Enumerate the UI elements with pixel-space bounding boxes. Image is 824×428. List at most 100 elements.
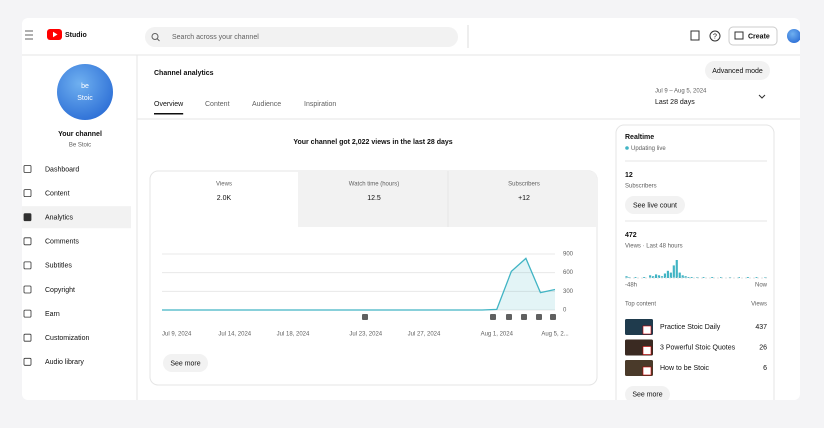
nav-icon[interactable] xyxy=(23,309,32,318)
mini-bar xyxy=(678,272,681,278)
nav-item[interactable]: Earn xyxy=(45,311,60,318)
views-label: Views · Last 48 hours xyxy=(625,244,683,250)
top-content-label: Top content xyxy=(625,302,656,308)
mini-end: Now xyxy=(755,283,768,289)
metric-label[interactable]: Watch time (hours) xyxy=(349,182,399,188)
app-content: Studio Search across your channel ? Crea… xyxy=(22,25,801,403)
mini-bar xyxy=(702,277,705,278)
metric-value[interactable]: +12 xyxy=(518,195,530,202)
x-tick-label: Jul 18, 2024 xyxy=(277,332,310,338)
tab[interactable]: Overview xyxy=(154,101,184,108)
advanced-button[interactable] xyxy=(705,61,770,80)
nav-icon[interactable] xyxy=(23,261,32,270)
mini-bar xyxy=(684,276,687,278)
realtime-see-more[interactable] xyxy=(625,386,670,403)
item-views: 437 xyxy=(755,324,767,331)
metric-label[interactable]: Views xyxy=(216,182,232,188)
nav-icon[interactable] xyxy=(23,213,32,222)
top-content: Practice Stoic Daily 437 3 Powerful Stoic … xyxy=(625,319,767,376)
see-more-label[interactable]: See more xyxy=(170,360,200,367)
line-area xyxy=(162,258,555,310)
headline: Your channel got 2,022 views in the last… xyxy=(293,139,452,146)
nav-item[interactable]: Analytics xyxy=(45,215,74,222)
mini-bar xyxy=(657,275,661,278)
mini-bar xyxy=(643,277,646,278)
top-views-label: Views xyxy=(751,302,767,308)
tab-underline xyxy=(154,113,184,115)
tab[interactable]: Inspiration xyxy=(304,101,336,108)
thumbnail-badge xyxy=(642,366,652,376)
channel-avatar[interactable] xyxy=(57,64,113,120)
tabs: Overview Content Audience Inspiration xyxy=(154,101,336,115)
x-tick-label: Jul 23, 2024 xyxy=(349,332,382,338)
channel-title: Your channel xyxy=(58,131,102,138)
nav-item[interactable]: Dashboard xyxy=(45,166,79,173)
x-tick-label: Aug 1, 2024 xyxy=(481,332,514,338)
nav-item[interactable]: Subtitles xyxy=(45,263,72,270)
tab[interactable]: Content xyxy=(205,101,230,108)
nav-item[interactable]: Customization xyxy=(45,335,89,342)
nav-icon[interactable] xyxy=(23,165,32,173)
item-title[interactable]: Practice Stoic Daily xyxy=(660,324,721,331)
nav-icon[interactable] xyxy=(23,357,32,366)
nav-item[interactable]: Audio library xyxy=(45,359,84,366)
y-tick-label: 600 xyxy=(563,270,574,276)
menu-icon[interactable] xyxy=(25,30,33,40)
nav-item[interactable]: Content xyxy=(45,190,70,197)
nav-icon[interactable] xyxy=(23,285,32,294)
mini-bar xyxy=(634,277,637,278)
create-icon xyxy=(734,31,744,40)
thumbnail-badge xyxy=(642,325,652,335)
metric-value[interactable]: 2.0K xyxy=(217,195,232,202)
advanced-label[interactable]: Advanced mode xyxy=(712,68,763,75)
search-placeholder[interactable]: Search across your channel xyxy=(172,34,259,41)
date-range[interactable]: Jul 9 – Aug 5, 2024 xyxy=(655,89,707,95)
item-title[interactable]: How to be Stoic xyxy=(660,365,710,372)
y-tick-label: 0 xyxy=(563,308,567,314)
mini-bar xyxy=(690,277,693,278)
mini-bar xyxy=(672,265,675,278)
search-box[interactable] xyxy=(145,27,458,47)
x-tick-label: Jul 14, 2024 xyxy=(218,332,251,338)
logo-text[interactable]: Studio xyxy=(65,32,87,39)
nav-icon[interactable] xyxy=(23,333,32,342)
nav-item[interactable]: Copyright xyxy=(45,287,75,294)
realtime-card xyxy=(615,124,775,400)
period[interactable]: Last 28 days xyxy=(655,99,695,106)
see-more-button[interactable] xyxy=(163,354,208,372)
help-icon-glyph: ? xyxy=(713,33,717,40)
subscriber-count: 12 xyxy=(625,172,633,179)
realtime-see-more-label[interactable]: See more xyxy=(632,391,662,398)
mini-start: -48h xyxy=(625,283,637,289)
account-avatar[interactable] xyxy=(787,29,801,43)
mini-bar xyxy=(711,277,714,278)
metrics: Views 2.0K Watch time (hours) 12.5 Subscribe… xyxy=(216,182,540,202)
video-markers xyxy=(362,314,556,320)
tab[interactable]: Audience xyxy=(252,101,281,108)
live-count-button[interactable] xyxy=(625,196,685,214)
mini-bar xyxy=(660,276,664,278)
nav: Dashboard Content Analytics Comments Subtitl… xyxy=(22,165,131,366)
page-title: Channel analytics xyxy=(154,70,214,77)
metric-label[interactable]: Subscribers xyxy=(508,182,540,188)
mini-bar xyxy=(755,277,758,278)
mini-bar xyxy=(675,260,678,278)
search-icon xyxy=(156,38,160,42)
item-title[interactable]: 3 Powerful Stoic Quotes xyxy=(660,344,736,351)
y-tick-label: 900 xyxy=(563,252,574,258)
period-chevron[interactable] xyxy=(758,94,766,99)
avatar-text: Stoic xyxy=(77,95,93,102)
nav-icon[interactable] xyxy=(23,237,32,246)
help-icon[interactable] xyxy=(709,30,721,42)
nav-icon[interactable] xyxy=(23,189,32,198)
live-count-label[interactable]: See live count xyxy=(633,202,677,209)
search-icon xyxy=(151,33,159,40)
messages-icon[interactable] xyxy=(690,30,700,41)
item-views: 6 xyxy=(763,365,767,372)
nav-item[interactable]: Comments xyxy=(45,239,79,246)
channel-name: Be Stoic xyxy=(69,143,91,149)
metric-value[interactable]: 12.5 xyxy=(367,195,381,202)
create-label[interactable]: Create xyxy=(748,33,770,40)
realtime-title: Realtime xyxy=(625,134,654,141)
